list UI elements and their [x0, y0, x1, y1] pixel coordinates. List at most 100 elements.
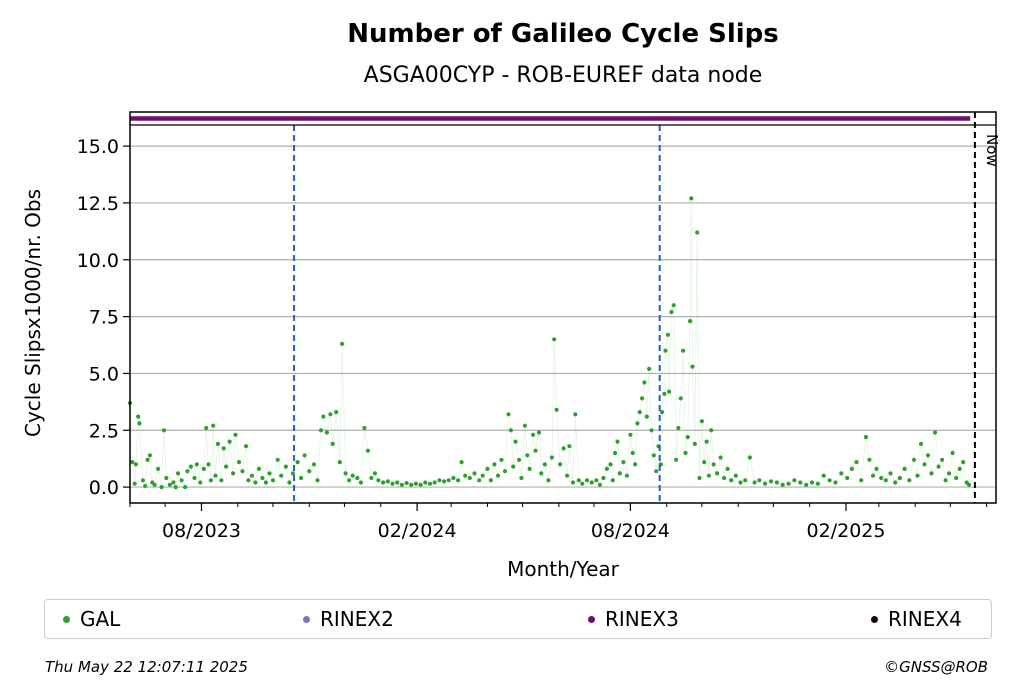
- gal-point-57: [299, 475, 304, 481]
- gal-point-158: [651, 453, 656, 458]
- gal-series-line: [129, 198, 970, 489]
- gal-point-124: [549, 455, 555, 460]
- gal-point-65: [328, 412, 333, 417]
- gal-point-172: [681, 348, 686, 353]
- gal-point-184: [706, 473, 712, 478]
- gal-point-230: [922, 462, 927, 467]
- gal-point-45: [253, 480, 258, 485]
- gal-point-114: [519, 475, 524, 481]
- gal-point-108: [502, 469, 508, 474]
- gal-point-72: [350, 473, 355, 478]
- gal-point-228: [915, 473, 920, 478]
- legend-item-rinex2: RINEX2: [303, 606, 394, 632]
- gal-point-40: [236, 460, 242, 465]
- gal-point-120: [536, 430, 542, 435]
- gal-point-87: [413, 481, 418, 486]
- gal-point-138: [597, 482, 603, 487]
- gal-point-157: [649, 428, 654, 433]
- x-tick-label-1: 02/2024: [378, 520, 457, 542]
- gal-point-151: [635, 421, 640, 426]
- y-tick-label-3: 7.5: [89, 307, 119, 329]
- gal-point-220: [879, 475, 884, 481]
- footer-timestamp: Thu May 22 12:07:11 2025: [45, 658, 248, 676]
- gal-point-11: [152, 482, 157, 487]
- gal-point-18: [173, 485, 178, 490]
- gal-point-181: [699, 419, 705, 424]
- gal-point-223: [893, 480, 898, 485]
- gal-point-92: [437, 478, 442, 483]
- gal-point-153: [640, 396, 645, 401]
- gal-point-16: [167, 482, 172, 487]
- x-tick-label-3: 02/2025: [807, 520, 886, 542]
- gal-point-112: [513, 439, 518, 444]
- gal-point-61: [315, 478, 320, 483]
- x-tick-label-0: 08/2023: [162, 520, 241, 542]
- gal-point-83: [395, 480, 400, 485]
- gal-point-133: [576, 478, 581, 483]
- gal-point-128: [561, 446, 566, 451]
- gal-point-179: [695, 230, 700, 235]
- gal-point-102: [480, 473, 485, 478]
- gal-point-24: [192, 475, 197, 481]
- gal-point-33: [215, 441, 220, 446]
- gal-point-231: [925, 453, 931, 458]
- gal-point-202: [786, 481, 791, 486]
- gal-point-105: [492, 462, 497, 467]
- gal-point-3: [133, 462, 138, 467]
- chart-subtitle: ASGA00CYP - ROB-EUREF data node: [364, 63, 763, 88]
- gal-point-194: [743, 478, 748, 483]
- gal-point-80: [381, 480, 386, 485]
- gal-point-227: [911, 457, 917, 462]
- gal-point-224: [897, 475, 903, 481]
- gal-point-39: [233, 432, 238, 437]
- gal-point-110: [508, 428, 513, 433]
- gal-point-53: [283, 464, 288, 469]
- gal-point-147: [624, 473, 630, 478]
- gal-point-13: [159, 485, 164, 490]
- gal-point-79: [376, 478, 381, 483]
- gal-point-125: [552, 337, 557, 342]
- gal-point-14: [161, 428, 167, 433]
- gal-point-237: [947, 471, 952, 476]
- gal-point-197: [757, 478, 762, 483]
- gal-point-54: [287, 480, 292, 485]
- y-tick-label-2: 5.0: [89, 363, 119, 385]
- gal-point-74: [358, 480, 363, 485]
- gal-point-209: [827, 478, 832, 483]
- gal-point-121: [539, 471, 544, 476]
- gal-point-166: [667, 389, 672, 394]
- legend-marker-rinex4: [871, 615, 878, 623]
- gal-point-178: [692, 441, 697, 446]
- legend: GAL RINEX2 RINEX3 RINEX4: [44, 599, 992, 639]
- gal-point-235: [940, 457, 945, 462]
- gal-point-73: [355, 475, 360, 481]
- legend-label-rinex2: RINEX2: [320, 607, 394, 631]
- gal-point-43: [246, 478, 251, 483]
- gal-point-38: [231, 471, 236, 476]
- gal-point-68: [337, 460, 342, 465]
- gal-point-238: [950, 450, 955, 456]
- gal-point-139: [601, 475, 606, 481]
- gal-point-169: [674, 457, 679, 462]
- y-tick-label-4: 10.0: [77, 250, 119, 272]
- gal-point-34: [219, 478, 224, 483]
- gal-point-199: [768, 479, 774, 484]
- gal-point-85: [404, 480, 409, 486]
- gal-point-135: [584, 478, 590, 483]
- gal-point-59: [307, 469, 312, 474]
- gal-point-162: [659, 410, 665, 415]
- gal-point-69: [340, 341, 345, 346]
- gal-point-28: [204, 425, 209, 431]
- gal-point-187: [715, 471, 720, 476]
- gal-point-82: [390, 481, 395, 486]
- gal-point-240: [957, 466, 962, 471]
- legend-item-gal: GAL: [63, 606, 120, 632]
- gal-point-219: [874, 466, 879, 471]
- gal-point-4: [136, 414, 141, 419]
- gal-point-221: [883, 478, 888, 483]
- gal-point-90: [427, 481, 433, 486]
- gal-point-1: [130, 460, 135, 465]
- gal-point-104: [488, 478, 493, 483]
- gal-point-86: [409, 482, 414, 487]
